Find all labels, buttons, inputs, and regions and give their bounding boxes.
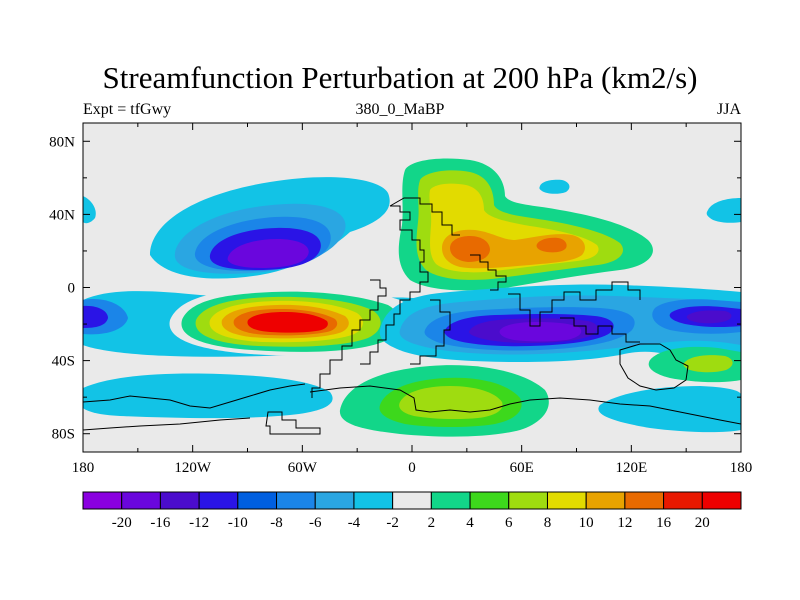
colorbar-label: -16 bbox=[150, 515, 170, 531]
contour-neg-west-edge-core bbox=[83, 305, 108, 328]
coast-africa-europe bbox=[360, 205, 429, 365]
x-tick-label: 180 bbox=[730, 460, 753, 476]
colorbar-swatch bbox=[314, 491, 355, 510]
colorbar-swatch bbox=[624, 491, 665, 510]
colorbar-label: 6 bbox=[505, 515, 513, 531]
experiment-label: Expt = tfGwy bbox=[83, 101, 172, 118]
coastlines bbox=[83, 197, 741, 435]
colorbar-label: 16 bbox=[656, 515, 672, 531]
coast-australia bbox=[619, 343, 689, 391]
x-tick-label: 60E bbox=[510, 460, 534, 476]
colorbar-swatch bbox=[353, 491, 394, 510]
coast-antarctica-south bbox=[83, 417, 251, 431]
y-tick-label: 0 bbox=[68, 281, 76, 297]
colorbar-label: -10 bbox=[228, 515, 248, 531]
colorbar-swatch bbox=[237, 491, 278, 510]
season-label: JJA bbox=[716, 101, 741, 118]
coast-antarctica-east bbox=[309, 385, 741, 425]
colorbar-label: 10 bbox=[579, 515, 594, 531]
colorbar-label: 4 bbox=[466, 515, 474, 531]
coast-europe-north bbox=[389, 197, 460, 236]
colorbar-swatch bbox=[392, 491, 432, 510]
colorbar-swatch bbox=[469, 491, 510, 510]
colorbar-label: -6 bbox=[309, 515, 322, 531]
contour-field bbox=[83, 158, 741, 437]
colorbar-swatch bbox=[276, 491, 316, 510]
colorbar-label: -12 bbox=[189, 515, 209, 531]
contour-neg-small-ne bbox=[706, 198, 741, 223]
x-tick-label: 180 bbox=[72, 460, 95, 476]
colorbar-label: 8 bbox=[544, 515, 552, 531]
contour-neg-americas-core bbox=[227, 239, 309, 268]
colorbar-label: -20 bbox=[112, 515, 132, 531]
contour-neg-northwest-edge bbox=[83, 196, 96, 224]
chart-title: Streamfunction Perturbation at 200 hPa (… bbox=[102, 60, 698, 95]
contour-pos-afr-core2 bbox=[536, 237, 567, 253]
contour-pos-afr-core1 bbox=[450, 236, 490, 262]
contour-neg-south-pac bbox=[83, 373, 333, 419]
contour-neg-south-pac-east bbox=[598, 386, 741, 433]
contour-neg-io-core bbox=[499, 322, 582, 342]
period-label: 380_0_MaBP bbox=[355, 101, 445, 118]
y-tick-label: 40S bbox=[52, 354, 75, 370]
x-tick-label: 120W bbox=[174, 460, 212, 476]
colorbar-label: 12 bbox=[617, 515, 632, 531]
colorbar-swatch bbox=[82, 491, 123, 510]
x-tick-label: 120E bbox=[615, 460, 647, 476]
contour-neg-small-n bbox=[539, 179, 570, 194]
colorbar-swatch bbox=[508, 491, 548, 510]
contour-pos-satl-core bbox=[247, 312, 328, 333]
x-tick-label: 0 bbox=[408, 460, 416, 476]
coast-maritime bbox=[560, 317, 640, 343]
y-tick-label: 80N bbox=[49, 134, 75, 150]
coast-southern-africa bbox=[410, 299, 451, 365]
y-tick-label: 80S bbox=[52, 427, 75, 443]
x-axis: 180 120W 60W 0 60E 120E 180 bbox=[72, 123, 753, 476]
colorbar-label: -2 bbox=[386, 515, 399, 531]
colorbar-swatch bbox=[198, 491, 239, 510]
colorbar-swatch bbox=[701, 491, 742, 510]
coast-antarctica-west bbox=[83, 383, 306, 409]
colorbar-label: 20 bbox=[695, 515, 710, 531]
colorbar-swatch bbox=[585, 491, 626, 510]
coast-south-america bbox=[311, 279, 387, 398]
x-tick-label: 60W bbox=[288, 460, 318, 476]
contour-pos-se-core bbox=[683, 355, 733, 373]
coast-antarctica-peninsula bbox=[265, 411, 321, 435]
colorbar-swatch bbox=[430, 491, 471, 510]
coast-india-asia bbox=[508, 281, 641, 327]
y-tick-label: 40N bbox=[49, 207, 75, 223]
y-axis: 80N 40N 0 40S 80S bbox=[49, 134, 741, 443]
colorbar-swatch bbox=[159, 491, 200, 510]
colorbar-swatch bbox=[663, 491, 703, 510]
contour-neg-wpac-core bbox=[686, 310, 732, 324]
colorbar-label: -4 bbox=[348, 515, 361, 531]
coast-arabia bbox=[470, 254, 507, 291]
colorbar-label: -8 bbox=[270, 515, 283, 531]
colorbar-swatch bbox=[546, 491, 587, 510]
colorbar: -20 -16 -12 -10 -8 -6 -4 -2 2 4 6 8 10 12 16 20 bbox=[82, 491, 742, 531]
colorbar-swatch bbox=[121, 491, 161, 510]
colorbar-label: 2 bbox=[428, 515, 436, 531]
